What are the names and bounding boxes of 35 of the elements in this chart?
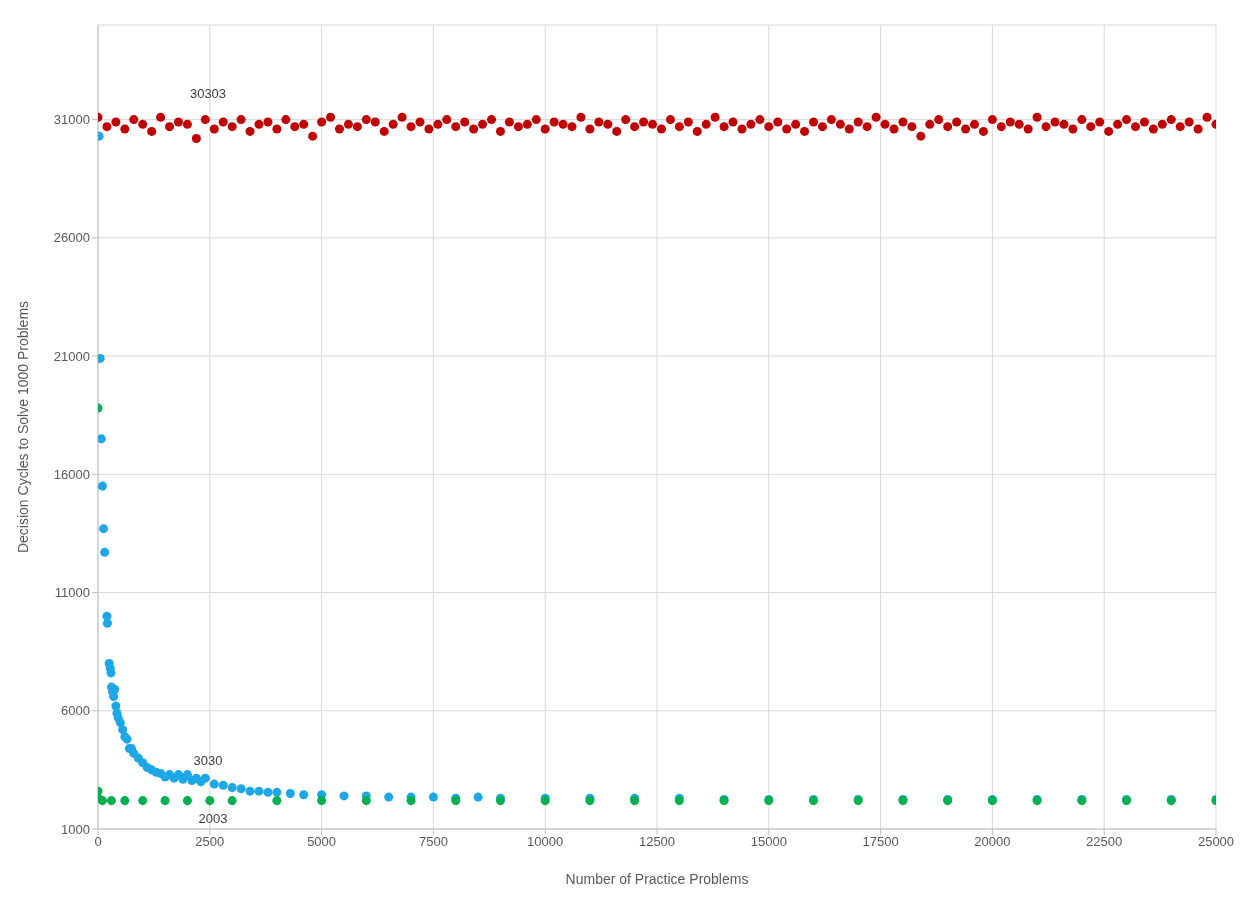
x-axis-title: Number of Practice Problems	[565, 871, 749, 887]
x-tick-label: 7500	[418, 834, 448, 850]
x-tick-label: 10000	[527, 834, 564, 850]
x-tick-label: 0	[94, 834, 102, 850]
y-tick-label: 6000	[61, 703, 90, 719]
point	[106, 796, 116, 806]
x-tick-label: 22500	[1086, 834, 1123, 850]
point	[361, 796, 371, 806]
y-tick-label: 31000	[53, 112, 90, 128]
x-tick-label: 25000	[1197, 834, 1235, 850]
point	[272, 796, 282, 806]
point	[205, 796, 215, 806]
y-tick-label: 21000	[53, 348, 90, 364]
x-tick-label: 20000	[974, 834, 1011, 850]
x-tick-label: 17500	[862, 834, 899, 850]
x-tick-label: 15000	[750, 834, 787, 850]
y-tick-label: 11000	[54, 585, 90, 601]
point	[227, 796, 237, 806]
point	[317, 796, 327, 806]
annotation: 2003	[198, 811, 228, 826]
y-tick-label: 16000	[53, 466, 90, 482]
annotation: 30303	[189, 86, 227, 101]
point	[160, 796, 170, 806]
annotation: 3030	[193, 753, 223, 768]
x-tick-label: 5000	[307, 834, 337, 850]
x-tick-label: 12500	[638, 834, 676, 850]
point	[98, 796, 107, 806]
point	[406, 796, 416, 806]
y-tick-label: 26000	[53, 230, 90, 246]
y-axis-title: Decision Cycles to Solve 1000 Problems	[14, 300, 31, 554]
point	[120, 796, 130, 806]
y-tick-label: 1000	[61, 821, 90, 837]
point	[182, 796, 192, 806]
point	[138, 796, 148, 806]
x-tick-label: 2500	[195, 834, 225, 850]
